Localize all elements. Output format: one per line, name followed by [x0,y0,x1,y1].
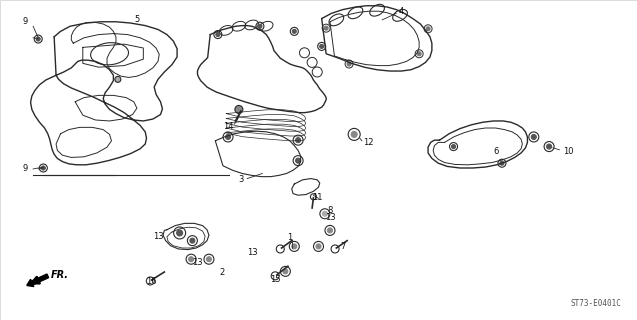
FancyArrow shape [27,274,48,287]
Circle shape [292,29,296,33]
Circle shape [296,138,301,143]
Text: 1: 1 [287,233,292,242]
Text: 13: 13 [192,258,203,267]
Circle shape [547,144,552,149]
Text: 8: 8 [327,206,333,215]
Circle shape [283,269,288,274]
Text: 7: 7 [340,242,345,251]
Circle shape [190,238,195,243]
Text: 4: 4 [399,7,404,16]
Circle shape [292,244,297,249]
Text: 12: 12 [363,138,373,147]
Circle shape [500,161,504,165]
Text: ST73-E0401C: ST73-E0401C [570,300,621,308]
Circle shape [189,257,194,262]
Text: 6: 6 [493,147,498,156]
Text: 15: 15 [270,275,280,284]
Circle shape [206,257,211,262]
Circle shape [296,158,301,163]
Circle shape [531,134,536,140]
Text: 11: 11 [312,193,322,202]
Text: 9: 9 [23,17,28,26]
Circle shape [115,76,121,82]
Circle shape [452,145,455,148]
Circle shape [320,44,324,48]
Text: 2: 2 [219,268,224,277]
Text: 13: 13 [325,213,335,222]
Circle shape [176,230,183,236]
Circle shape [322,211,327,216]
Circle shape [36,37,40,41]
Text: 5: 5 [134,15,140,24]
Circle shape [41,166,45,170]
Text: 13: 13 [247,248,257,257]
Circle shape [316,244,321,249]
Text: 10: 10 [563,147,573,156]
Circle shape [347,62,351,66]
Circle shape [351,132,357,137]
Text: FR.: FR. [51,269,69,280]
Text: 13: 13 [153,232,163,241]
Circle shape [225,134,231,140]
Circle shape [258,24,262,28]
Text: 14: 14 [223,122,233,131]
Circle shape [324,26,328,30]
Text: 3: 3 [238,175,243,184]
Circle shape [216,33,220,36]
Text: 9: 9 [23,164,28,173]
Circle shape [426,27,430,31]
Text: 16: 16 [147,277,157,286]
Circle shape [327,228,333,233]
Circle shape [417,52,421,56]
Circle shape [235,105,243,113]
